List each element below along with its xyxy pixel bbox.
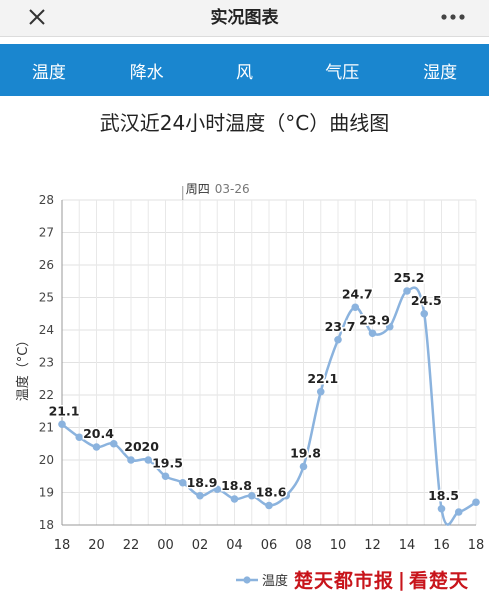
- data-label: 19.8: [290, 446, 321, 461]
- close-icon: [29, 9, 45, 25]
- x-tick-label: 02: [192, 538, 209, 553]
- x-tick-label: 00: [157, 538, 174, 553]
- y-tick-label: 26: [39, 258, 54, 272]
- data-label: 24.5: [411, 293, 442, 308]
- data-point[interactable]: [213, 485, 222, 494]
- x-tick-label: 10: [330, 538, 347, 553]
- x-tick-label: 18: [468, 538, 485, 553]
- data-label: 19.5: [152, 455, 183, 470]
- data-label: 23.7: [325, 319, 356, 334]
- data-point[interactable]: [109, 439, 118, 448]
- x-tick-label: 06: [261, 538, 278, 553]
- x-tick-label: 08: [295, 538, 312, 553]
- y-axis-label: 温度（°C）: [15, 334, 31, 402]
- y-tick-label: 19: [39, 486, 54, 500]
- tab-humidity[interactable]: 湿度: [423, 62, 458, 83]
- data-point[interactable]: [178, 478, 187, 487]
- tab-pressure[interactable]: 气压: [325, 62, 360, 83]
- y-tick-label: 23: [39, 356, 54, 370]
- x-tick-label: 12: [364, 538, 381, 553]
- data-point[interactable]: [161, 472, 170, 481]
- day-marker-date: 03-26: [215, 182, 250, 196]
- tab-precipitation[interactable]: 降水: [129, 62, 164, 83]
- legend: 温度 楚天都市报 | 看楚天: [236, 566, 469, 593]
- y-tick-label: 20: [39, 453, 54, 467]
- top-bar: 实况图表: [0, 0, 489, 37]
- data-point[interactable]: [58, 420, 66, 429]
- page-title: 实况图表: [210, 8, 279, 28]
- data-point[interactable]: [334, 335, 342, 344]
- data-point[interactable]: [196, 491, 204, 500]
- more-icon: [441, 14, 465, 20]
- data-label: 24.7: [342, 286, 373, 301]
- chart-title: 武汉近24小时温度（°C）曲线图: [99, 111, 390, 135]
- y-tick-label: 27: [39, 226, 54, 240]
- data-point[interactable]: [299, 462, 308, 471]
- data-point[interactable]: [230, 495, 239, 503]
- data-label: 25.2: [394, 270, 425, 285]
- watermark-separator: |: [398, 568, 405, 591]
- x-tick-label: 18: [54, 538, 71, 553]
- data-label: 18.9: [187, 475, 218, 490]
- data-point[interactable]: [265, 501, 273, 510]
- data-point[interactable]: [472, 498, 480, 507]
- day-marker-label: 周四: [186, 182, 210, 196]
- legend-label: 温度: [262, 574, 289, 589]
- y-tick-label: 25: [39, 291, 54, 305]
- data-point[interactable]: [385, 322, 394, 331]
- data-label: 20: [142, 439, 160, 454]
- x-tick-label: 16: [433, 538, 450, 553]
- y-tick-label: 18: [39, 518, 54, 532]
- x-tick-label: 04: [226, 538, 243, 553]
- data-point[interactable]: [454, 508, 463, 516]
- y-tick-label: 21: [39, 421, 54, 435]
- y-tick-label: 22: [39, 388, 54, 402]
- data-label: 18.8: [221, 478, 252, 493]
- data-point[interactable]: [437, 504, 446, 513]
- data-point[interactable]: [282, 491, 291, 500]
- x-tick-label: 20: [88, 538, 105, 553]
- data-point[interactable]: [247, 491, 256, 500]
- data-label: 21.1: [49, 403, 80, 418]
- legend-line-icon: [236, 575, 258, 584]
- data-label: 20: [124, 439, 142, 454]
- data-point[interactable]: [351, 303, 360, 312]
- tab-temperature[interactable]: 温度: [31, 62, 66, 83]
- close-button[interactable]: [22, 2, 52, 32]
- data-point[interactable]: [316, 387, 325, 396]
- watermark-chutian-metropolis-daily: 楚天都市报: [294, 570, 395, 592]
- data-label: 18.6: [256, 485, 287, 500]
- data-label: 23.9: [359, 312, 390, 327]
- data-point[interactable]: [127, 456, 135, 464]
- tab-bar: 温度 降水 风 气压 湿度: [0, 44, 489, 96]
- data-point[interactable]: [368, 329, 377, 338]
- data-label: 18.5: [428, 488, 459, 503]
- tab-wind[interactable]: 风: [235, 62, 253, 83]
- data-point[interactable]: [144, 456, 153, 464]
- y-tick-label: 24: [39, 323, 54, 337]
- more-button[interactable]: [435, 2, 471, 32]
- data-point[interactable]: [75, 433, 84, 442]
- y-tick-label: 28: [39, 193, 54, 207]
- data-point[interactable]: [92, 443, 101, 451]
- data-point[interactable]: [403, 287, 411, 295]
- data-label: 22.1: [307, 371, 338, 386]
- watermark-kan-chutian: 看楚天: [408, 570, 469, 592]
- x-tick-label: 22: [123, 538, 140, 553]
- x-tick-label: 14: [399, 538, 416, 553]
- data-point[interactable]: [420, 309, 429, 318]
- data-label: 20.4: [83, 426, 114, 441]
